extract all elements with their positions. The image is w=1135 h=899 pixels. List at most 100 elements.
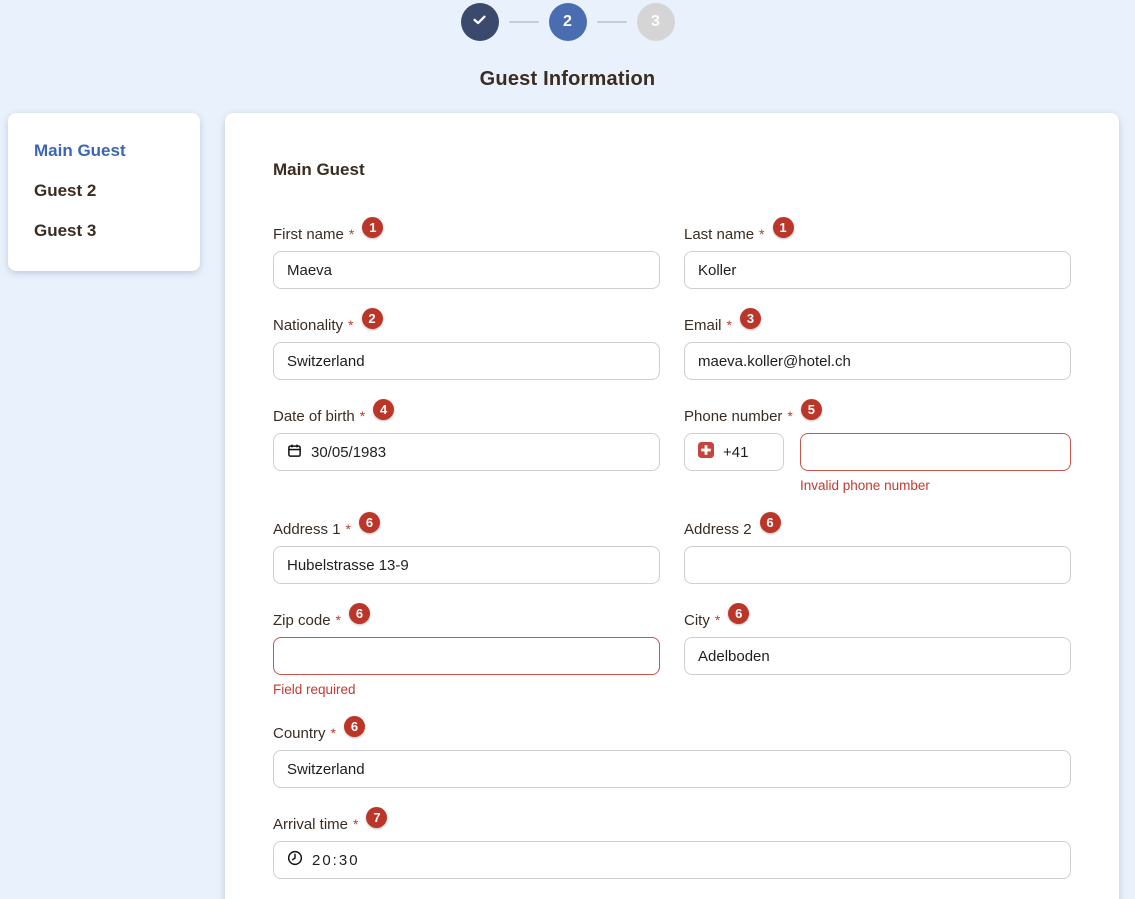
- field-label-row: Zip code * 6: [273, 603, 660, 631]
- field-label-row: Email * 3: [684, 308, 1071, 336]
- phone-number-input[interactable]: [800, 433, 1071, 471]
- annotation-badge: 6: [349, 603, 370, 624]
- content-layout: Main Guest Guest 2 Guest 3 Main Guest Fi…: [0, 113, 1135, 899]
- field-label-text: Last name: [684, 226, 755, 243]
- required-asterisk: *: [345, 520, 351, 537]
- form-heading: Main Guest: [273, 160, 365, 179]
- field-label-row: Phone number * 5: [684, 399, 1071, 427]
- field-label-text: Email: [684, 317, 722, 334]
- first-name-input[interactable]: [273, 251, 660, 289]
- field-label-row: Last name * 1: [684, 217, 1071, 245]
- field-label-text: Arrival time: [273, 816, 349, 833]
- arrival-time-input[interactable]: 20:30: [273, 841, 1071, 879]
- form-grid: First name * 1 Last name * 1 Nationality: [273, 217, 1071, 899]
- field-email: Email * 3: [684, 308, 1071, 380]
- field-label-text: City: [684, 612, 710, 629]
- field-label-row: Address 1 * 6: [273, 512, 660, 540]
- annotation-badge: 1: [362, 217, 384, 238]
- zip-code-input[interactable]: [273, 637, 660, 675]
- date-of-birth-value: 30/05/1983: [311, 443, 387, 461]
- sidebar-item-label: Guest 2: [34, 181, 97, 200]
- required-asterisk: *: [787, 407, 793, 424]
- required-asterisk: *: [330, 724, 336, 741]
- guest-form-card: Main Guest First name * 1 Last name * 1: [225, 113, 1119, 899]
- annotation-badge: 7: [366, 807, 388, 828]
- country-input[interactable]: [273, 750, 1071, 788]
- swiss-flag-icon: [698, 442, 714, 462]
- field-last-name: Last name * 1: [684, 217, 1071, 289]
- date-of-birth-input[interactable]: 30/05/1983: [273, 433, 660, 471]
- step-connector: [596, 21, 627, 23]
- required-asterisk: *: [726, 316, 732, 333]
- required-asterisk: *: [353, 815, 359, 832]
- calendar-icon: [287, 443, 302, 462]
- step-3-upcoming[interactable]: 3: [636, 3, 675, 41]
- country-code-select[interactable]: +41: [684, 433, 784, 471]
- sidebar-item-guest-3[interactable]: Guest 3: [8, 211, 200, 251]
- field-label-row: First name * 1: [273, 217, 660, 245]
- field-label-text: Zip code: [273, 612, 331, 629]
- required-asterisk: *: [759, 225, 765, 242]
- arrival-time-value: 20:30: [312, 851, 360, 869]
- annotation-badge: 6: [359, 512, 380, 533]
- required-asterisk: *: [335, 611, 341, 628]
- page-title: Guest Information: [479, 68, 656, 90]
- phone-row: +41: [684, 433, 1071, 471]
- field-first-name: First name * 1: [273, 217, 660, 289]
- sidebar-item-label: Guest 3: [34, 221, 97, 240]
- field-nationality: Nationality * 2: [273, 308, 660, 380]
- address-1-input[interactable]: [273, 546, 660, 584]
- last-name-input[interactable]: [684, 251, 1071, 289]
- guest-sidebar: Main Guest Guest 2 Guest 3: [8, 113, 200, 271]
- annotation-badge: 1: [772, 217, 794, 238]
- field-label-text: Phone number: [684, 408, 783, 425]
- phone-input-wrap: [800, 433, 1071, 471]
- check-icon: [471, 11, 488, 33]
- field-label-text: Nationality: [273, 317, 344, 334]
- field-label-text: Country: [273, 725, 326, 742]
- field-city: City * 6: [684, 603, 1071, 697]
- field-label-text: First name: [273, 226, 344, 243]
- field-label-row: Country * 6: [273, 716, 1071, 744]
- nationality-input[interactable]: [273, 342, 660, 380]
- city-input[interactable]: [684, 637, 1071, 675]
- annotation-badge: 5: [800, 399, 822, 420]
- field-country: Country * 6: [273, 716, 1071, 788]
- required-asterisk: *: [714, 611, 721, 628]
- step-2-active[interactable]: 2: [548, 3, 587, 41]
- field-label-row: Date of birth * 4: [273, 399, 660, 427]
- clock-icon: [287, 850, 303, 870]
- field-label-text: Address 1: [273, 521, 341, 538]
- field-label-row: Nationality * 2: [273, 308, 660, 336]
- annotation-badge: 2: [361, 308, 383, 329]
- field-phone-number: Phone number * 5 +41 Invalid phone: [684, 399, 1071, 493]
- email-input[interactable]: [684, 342, 1071, 380]
- phone-error-message: Invalid phone number: [800, 478, 930, 493]
- sidebar-item-guest-2[interactable]: Guest 2: [8, 171, 200, 211]
- annotation-badge: 6: [759, 512, 781, 533]
- sidebar-item-label: Main Guest: [34, 141, 126, 160]
- step-3-label: 3: [651, 13, 660, 30]
- field-date-of-birth: Date of birth * 4 30/05/1983: [273, 399, 660, 493]
- zip-error-message: Field required: [273, 682, 356, 697]
- field-arrival-time: Arrival time * 7 20:30: [273, 807, 1071, 879]
- annotation-badge: 6: [728, 603, 750, 624]
- annotation-badge: 3: [739, 308, 761, 329]
- field-label-row: Arrival time * 7: [273, 807, 1071, 835]
- wizard-stepper: 2 3: [0, 0, 1135, 41]
- field-label-text: Date of birth: [273, 408, 355, 425]
- sidebar-item-main-guest[interactable]: Main Guest: [8, 131, 200, 171]
- field-zip-code: Zip code * 6 Field required: [273, 603, 660, 697]
- annotation-badge: 4: [373, 399, 395, 420]
- required-asterisk: *: [348, 316, 354, 333]
- field-label-text: Address 2: [684, 521, 752, 538]
- step-1-done[interactable]: [460, 3, 499, 41]
- field-address-1: Address 1 * 6: [273, 512, 660, 584]
- required-asterisk: *: [359, 407, 366, 424]
- step-2-label: 2: [563, 13, 572, 30]
- field-label-row: City * 6: [684, 603, 1071, 631]
- field-address-2: Address 2 6: [684, 512, 1071, 584]
- country-code-value: +41: [723, 443, 749, 461]
- step-connector: [508, 21, 539, 23]
- address-2-input[interactable]: [684, 546, 1071, 584]
